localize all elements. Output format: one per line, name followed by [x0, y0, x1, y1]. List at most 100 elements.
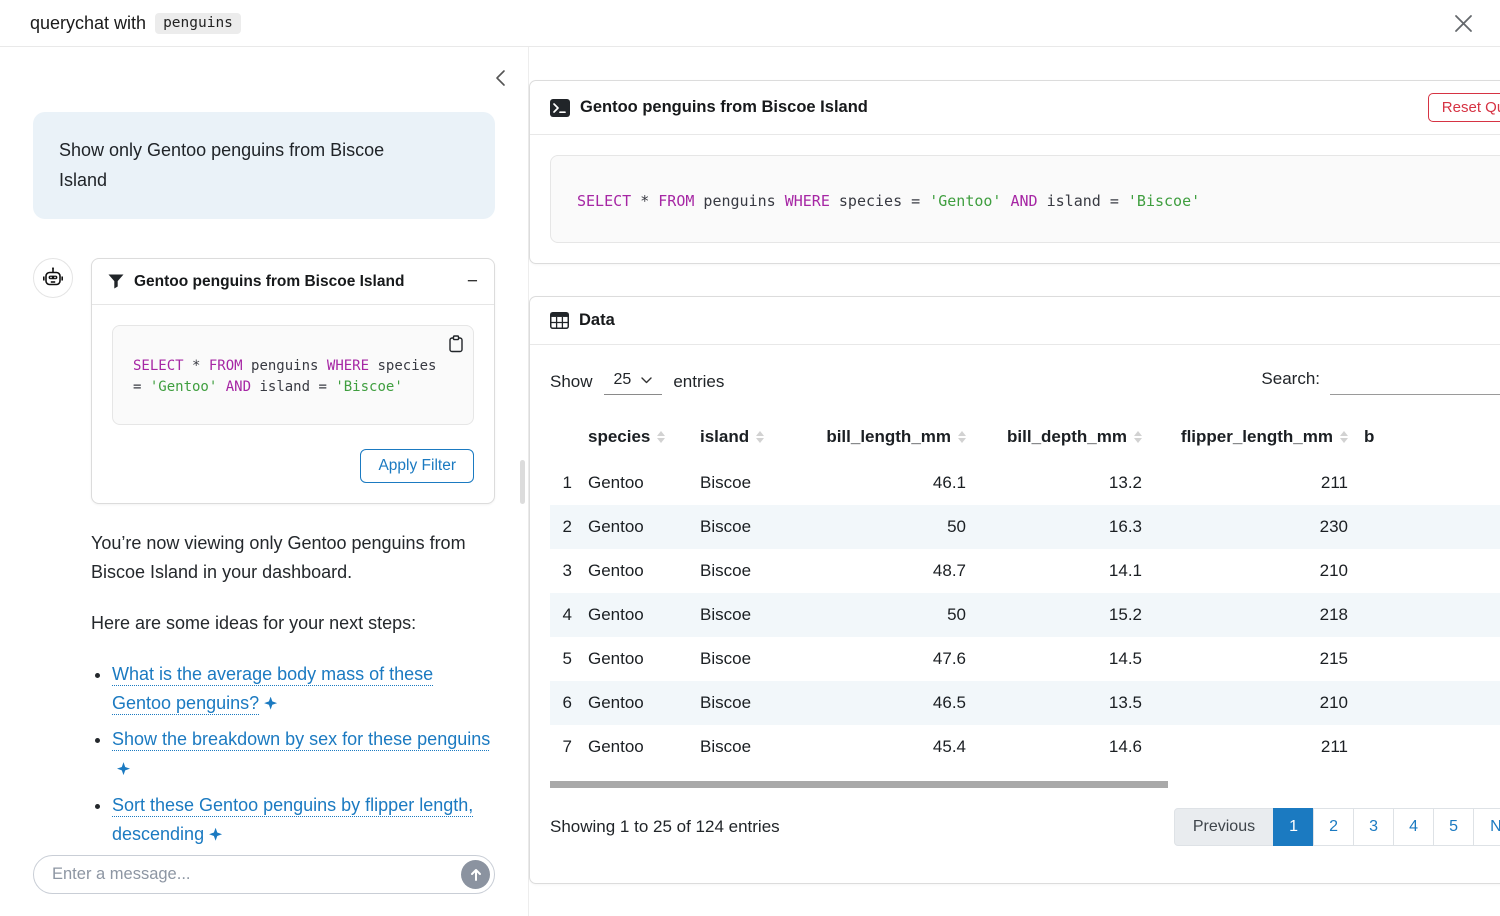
chat-input-row: [0, 845, 528, 916]
table-row[interactable]: 3GentooBiscoe48.714.1210: [550, 549, 1500, 593]
table-cell: Biscoe: [692, 681, 798, 725]
data-card-header: Data: [530, 297, 1500, 345]
reset-query-button[interactable]: Reset Query: [1428, 93, 1500, 122]
sparkle-icon: [209, 828, 222, 841]
table-cell: Gentoo: [580, 461, 692, 505]
row-number-cell: 2: [550, 505, 580, 549]
table-footer: Showing 1 to 25 of 124 entries Previous1…: [550, 808, 1500, 846]
page-size-value: 25: [614, 371, 632, 389]
table-cell: [1356, 725, 1500, 769]
table-cell: [1356, 505, 1500, 549]
sql-code-block: SELECT * FROM penguins WHERE species = '…: [112, 325, 474, 425]
robot-icon: [33, 258, 73, 298]
row-number-cell: 6: [550, 681, 580, 725]
table-cell: Gentoo: [580, 505, 692, 549]
table-cell: 215: [1150, 637, 1356, 681]
chevron-down-icon: [641, 377, 652, 384]
filter-tool-card: Gentoo penguins from Biscoe Island − SEL…: [91, 258, 495, 504]
column-header-bill_length_mm[interactable]: bill_length_mm: [798, 417, 974, 461]
table-cell: Gentoo: [580, 725, 692, 769]
sort-icon: [657, 431, 665, 443]
table-cell: 45.4: [798, 725, 974, 769]
table-cell: 13.2: [974, 461, 1150, 505]
sidebar-collapse-button[interactable]: [491, 65, 510, 91]
column-header-flipper_length_mm[interactable]: flipper_length_mm: [1150, 417, 1356, 461]
data-card: Data Show 25 entries Search:: [529, 296, 1500, 884]
column-label: b: [1364, 427, 1374, 447]
assistant-paragraph: Here are some ideas for your next steps:: [91, 609, 483, 638]
table-cell: 211: [1150, 461, 1356, 505]
table-search-input[interactable]: [1330, 369, 1500, 395]
page-button-2[interactable]: 2: [1313, 808, 1354, 846]
table-cell: 50: [798, 505, 974, 549]
table-cell: 48.7: [798, 549, 974, 593]
previous-page-button[interactable]: Previous: [1174, 808, 1274, 846]
next-page-button[interactable]: Next: [1473, 808, 1500, 846]
sidebar-scrollbar[interactable]: [520, 460, 525, 504]
column-header-species[interactable]: species: [580, 417, 692, 461]
page-button-3[interactable]: 3: [1353, 808, 1394, 846]
clipboard-icon[interactable]: [448, 335, 464, 353]
table-cell: Biscoe: [692, 637, 798, 681]
row-number-cell: 4: [550, 593, 580, 637]
suggestion-link[interactable]: Show the breakdown by sex for these peng…: [112, 729, 490, 778]
column-header-island[interactable]: island: [692, 417, 798, 461]
table-cell: Gentoo: [580, 681, 692, 725]
table-row[interactable]: 4GentooBiscoe5015.2218: [550, 593, 1500, 637]
row-number-cell: 3: [550, 549, 580, 593]
suggestion-item: Show the breakdown by sex for these peng…: [112, 725, 495, 783]
data-table: species islandbill_length_mmbill_depth_mm…: [550, 417, 1500, 769]
suggestion-link[interactable]: Sort these Gentoo penguins by flipper le…: [112, 795, 473, 844]
table-cell: 14.1: [974, 549, 1150, 593]
app-title: querychat with penguins: [30, 13, 241, 34]
suggestion-item: Sort these Gentoo penguins by flipper le…: [112, 791, 495, 845]
page-button-5[interactable]: 5: [1433, 808, 1474, 846]
table-viewport: species islandbill_length_mmbill_depth_mm…: [550, 417, 1500, 792]
sql-query-text: SELECT * FROM penguins WHERE species = '…: [133, 356, 445, 398]
sparkle-icon: [264, 697, 277, 710]
chat-message-input[interactable]: [33, 855, 495, 894]
table-row[interactable]: 5GentooBiscoe47.614.5215: [550, 637, 1500, 681]
page-button-1[interactable]: 1: [1273, 808, 1314, 846]
table-cell: Biscoe: [692, 505, 798, 549]
table-cell: Biscoe: [692, 461, 798, 505]
suggestion-link[interactable]: What is the average body mass of these G…: [112, 664, 433, 713]
table-row[interactable]: 6GentooBiscoe46.513.5210: [550, 681, 1500, 725]
table-row[interactable]: 7GentooBiscoe45.414.6211: [550, 725, 1500, 769]
sql-query-text: SELECT * FROM penguins WHERE species = '…: [577, 192, 1500, 210]
table-cell: Biscoe: [692, 549, 798, 593]
table-grid-icon: [550, 312, 569, 329]
table-cell: 46.5: [798, 681, 974, 725]
column-header-rownum: [550, 417, 580, 461]
search-label: Search:: [1261, 369, 1320, 389]
page-button-4[interactable]: 4: [1393, 808, 1434, 846]
table-cell: 50: [798, 593, 974, 637]
table-cell: [1356, 549, 1500, 593]
terminal-icon: [550, 99, 570, 117]
column-header-bill_depth_mm[interactable]: bill_depth_mm: [974, 417, 1150, 461]
table-cell: Gentoo: [580, 593, 692, 637]
chat-sidebar: Show only Gentoo penguins from Biscoe Is…: [0, 47, 528, 916]
table-horizontal-scrollbar[interactable]: [550, 781, 1168, 788]
table-row[interactable]: 2GentooBiscoe5016.3230: [550, 505, 1500, 549]
suggestion-item: What is the average body mass of these G…: [112, 660, 495, 718]
table-row[interactable]: 1GentooBiscoe46.113.2211: [550, 461, 1500, 505]
table-cell: 47.6: [798, 637, 974, 681]
table-cell: [1356, 593, 1500, 637]
table-cell: 230: [1150, 505, 1356, 549]
column-label: species: [588, 427, 650, 447]
table-cell: 14.5: [974, 637, 1150, 681]
arrow-up-icon[interactable]: [461, 860, 490, 889]
apply-filter-button[interactable]: Apply Filter: [360, 449, 474, 483]
table-cell: Gentoo: [580, 549, 692, 593]
table-cell: 15.2: [974, 593, 1150, 637]
data-card-title: Data: [579, 311, 615, 330]
table-cell: 14.6: [974, 725, 1150, 769]
table-cell: [1356, 461, 1500, 505]
close-icon[interactable]: [1448, 8, 1478, 38]
sort-icon: [756, 431, 764, 443]
collapse-card-button[interactable]: −: [467, 272, 478, 291]
chat-message-area: Show only Gentoo penguins from Biscoe Is…: [0, 47, 528, 845]
page-size-select[interactable]: 25: [604, 369, 663, 395]
app-top-bar: querychat with penguins: [0, 0, 1500, 47]
